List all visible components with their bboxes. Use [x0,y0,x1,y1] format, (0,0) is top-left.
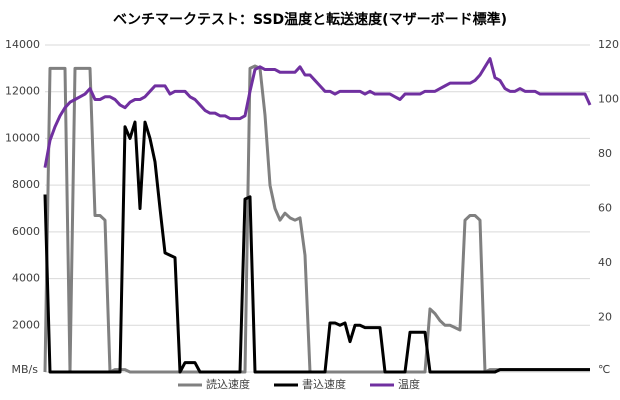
y2-tick-label: 20 [598,311,612,324]
legend-label: 温度 [398,377,420,391]
y-tick-label: 6000 [12,225,40,238]
y2-tick-label: 100 [598,93,619,106]
y2-tick-label: 40 [598,256,612,269]
y-tick-label: 4000 [12,272,40,285]
y-axis-label: MB/s [12,363,39,376]
y-tick-label: 2000 [12,318,40,331]
series-line [43,64,590,374]
series-line [43,120,590,374]
y2-tick-label: 60 [598,202,612,215]
chart-title: ベンチマークテスト：SSD温度と転送速度(マザーボード標準) [113,11,507,28]
y-tick-label: 10000 [5,131,40,144]
series-line [43,57,592,168]
y-tick-label: 14000 [5,38,40,51]
y-tick-label: 12000 [5,85,40,98]
y2-axis-label: ℃ [598,363,610,376]
legend-label: 書込速度 [302,377,346,391]
legend-label: 読込速度 [206,377,250,391]
y2-tick-label: 120 [598,38,619,51]
y2-tick-label: 80 [598,147,612,160]
y-tick-label: 8000 [12,178,40,191]
